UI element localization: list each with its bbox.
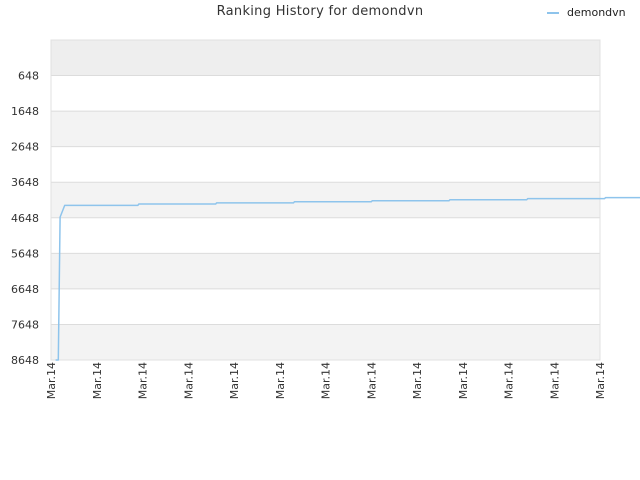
x-tick-label: Mar.14 — [503, 362, 516, 399]
x-tick-label: Mar.14 — [45, 362, 58, 399]
x-tick-label: Mar.14 — [274, 362, 287, 399]
plot-frame — [50, 39, 601, 361]
x-tick-label: Mar.14 — [228, 362, 241, 399]
y-tick-label: 5648 — [11, 247, 39, 260]
plot-band — [51, 75, 600, 112]
x-tick-label: Mar.14 — [411, 362, 424, 399]
x-tick-label: Mar.14 — [91, 362, 104, 399]
x-tick-label: Mar.14 — [548, 362, 561, 399]
plot-band — [51, 288, 600, 325]
series-line-demondvn — [55, 196, 640, 361]
plot-band — [51, 40, 600, 76]
chart-title: Ranking History for demondvn — [216, 4, 424, 19]
y-tick-label: 7648 — [11, 318, 39, 331]
plot-band — [51, 217, 600, 254]
legend-swatch — [547, 11, 559, 14]
y-tick-label: 3648 — [11, 176, 39, 189]
x-tick-label: Mar.14 — [320, 362, 333, 399]
plot-band — [51, 324, 600, 360]
legend-label: demondvn — [567, 6, 626, 19]
y-tick-label: 1648 — [11, 105, 39, 118]
legend: demondvn — [547, 6, 626, 19]
plot-band — [51, 253, 600, 289]
y-tick-label: 648 — [18, 70, 39, 83]
y-tick-label: 6648 — [11, 283, 39, 296]
x-tick-label: Mar.14 — [137, 362, 150, 399]
plot-band — [51, 111, 600, 147]
x-tick-label: Mar.14 — [594, 362, 607, 399]
y-tick-label: 4648 — [11, 212, 39, 225]
x-tick-label: Mar.14 — [457, 362, 470, 399]
y-tick-label: 2648 — [11, 141, 39, 154]
y-tick-label: 8648 — [11, 354, 39, 367]
x-tick-label: Mar.14 — [365, 362, 378, 399]
x-tick-label: Mar.14 — [182, 362, 195, 399]
plot-band — [51, 146, 600, 183]
